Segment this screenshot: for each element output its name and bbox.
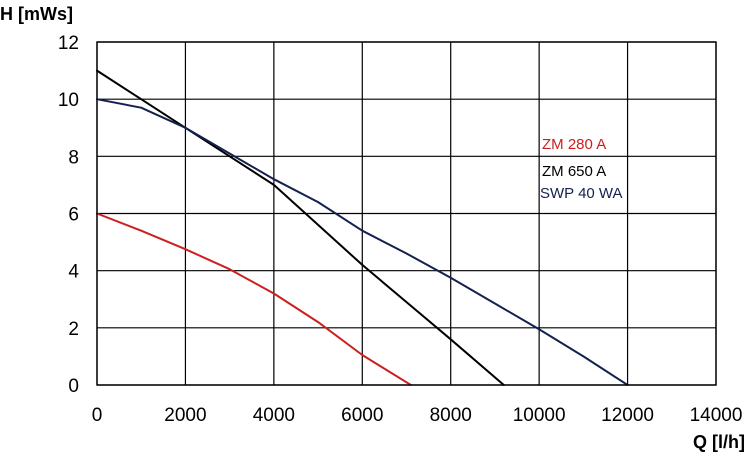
y-tick-label-5: 10 [58, 90, 79, 111]
series-line-zm-650-a [96, 69, 505, 386]
y-tick-label-2: 4 [68, 262, 79, 283]
plot-frame [96, 41, 717, 386]
legend-entry-zm-280-a: ZM 280 A [542, 136, 606, 153]
y-tick-label-1: 2 [68, 319, 79, 340]
y-axis-title: H [mWs] [0, 4, 73, 24]
series-line-swp-40-wa [96, 98, 629, 386]
x-tick-label-2: 4000 [253, 405, 295, 426]
y-tick-label-3: 6 [68, 205, 79, 226]
x-tick-label-5: 10000 [513, 405, 566, 426]
x-tick-labels: 0 2000 4000 6000 8000 10000 12000 14000 [92, 405, 743, 426]
x-tick-label-1: 2000 [164, 405, 206, 426]
legend-entry-swp-40-wa: SWP 40 WA [540, 185, 623, 202]
x-tick-label-0: 0 [92, 405, 103, 426]
x-axis-title: Q [l/h] [693, 432, 745, 452]
y-tick-label-4: 8 [68, 147, 79, 168]
x-tick-label-7: 14000 [690, 405, 743, 426]
series-lines [96, 69, 629, 386]
x-tick-label-3: 6000 [341, 405, 383, 426]
legend: ZM 280 A ZM 650 A SWP 40 WA [540, 136, 623, 202]
y-tick-label-6: 12 [58, 33, 79, 54]
y-tick-labels: 0 2 4 6 8 10 12 [58, 33, 80, 397]
x-tick-label-4: 8000 [430, 405, 472, 426]
legend-entry-zm-650-a: ZM 650 A [542, 163, 606, 180]
x-tick-label-6: 12000 [601, 405, 654, 426]
y-tick-label-0: 0 [68, 376, 79, 397]
series-line-zm-280-a [96, 212, 412, 386]
